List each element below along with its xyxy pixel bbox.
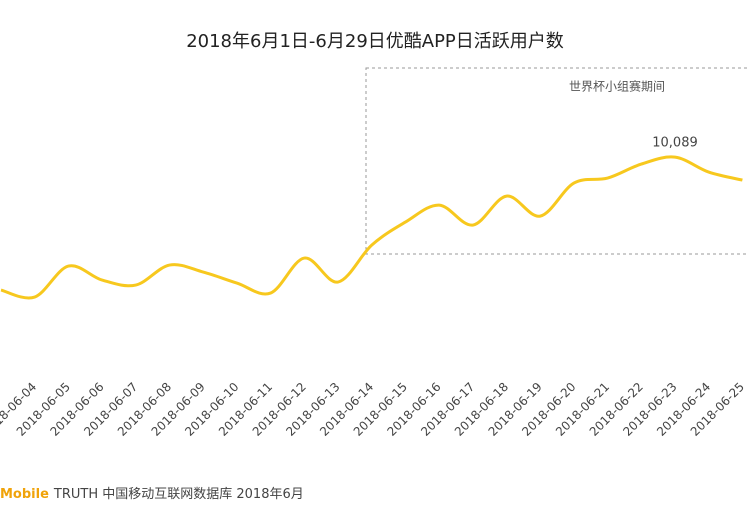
line — [0, 155, 743, 300]
source-brand: Mobile — [0, 487, 49, 502]
source-text: TRUTH 中国移动互联网数据库 2018年6月 — [53, 486, 304, 502]
annotation: 世界杯小组赛期间 — [569, 79, 665, 94]
annotation-box — [365, 67, 747, 255]
value-label: 10,089 — [652, 136, 698, 151]
chart-title: 2018年6月1日-6月29日优酷APP日活跃用户数 — [186, 31, 564, 52]
source: Mobile TRUTH 中国移动互联网数据库 2018年6月 — [0, 486, 304, 502]
